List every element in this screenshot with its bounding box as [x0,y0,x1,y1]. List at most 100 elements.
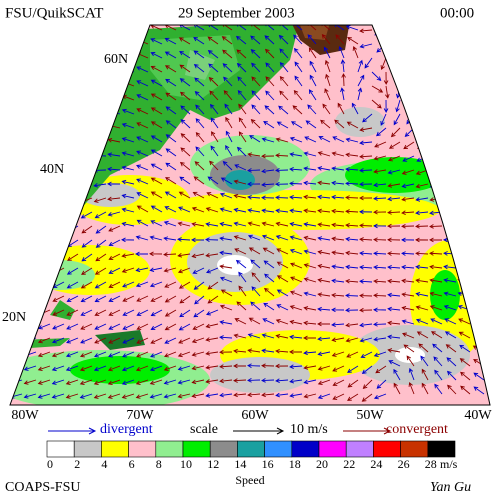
wind-arrow [407,99,415,112]
wind-arrow [79,96,93,101]
wind-arrow [345,322,359,328]
wind-arrow [444,155,457,162]
wind-arrow [163,236,177,241]
wind-arrow [289,319,303,325]
wind-arrow [37,351,51,358]
wind-arrow [107,393,121,399]
wind-arrow [136,122,149,129]
wind-arrow [79,365,93,372]
wind-arrow [303,194,317,200]
wind-arrow [387,306,401,312]
wind-arrow [136,136,149,143]
wind-arrow [247,208,261,213]
wind-arrow [225,145,233,157]
wind-arrow [251,62,261,73]
wind-arrow [136,178,149,185]
wind-arrow [393,382,401,395]
wind-arrow [357,59,364,73]
wind-arrow [238,131,247,143]
wind-arrow [264,35,275,45]
wind-arrow [247,378,261,383]
wind-arrow [10,111,23,117]
wind-arrow [373,393,387,400]
wind-arrow [289,378,303,384]
wind-arrow [191,253,205,259]
wind-arrow [121,66,135,73]
wind-arrow [445,85,457,95]
wind-arrow [331,351,345,357]
wind-arrow [332,365,345,372]
wind-arrow [331,292,345,298]
wind-arrow [262,247,275,255]
wind-arrow [359,43,373,49]
wind-arrow [429,305,443,311]
wind-arrow [150,93,163,101]
wind-arrow [121,253,135,258]
wind-arrow [238,117,247,129]
footer-right: Yan Gu [430,480,471,495]
wind-arrow [373,293,387,298]
wind-arrow [219,349,233,355]
wind-arrow [79,153,93,159]
wind-arrow [275,318,289,325]
wind-arrow [387,334,401,340]
wind-arrow [250,259,261,269]
wind-arrow [346,351,359,358]
wind-arrow [262,318,275,325]
wind-arrow [23,211,37,218]
wind-arrow [471,305,485,311]
wind-arrow [65,96,79,102]
wind-arrow [261,195,275,201]
colorbar-tick-label: 16 [262,457,274,471]
scale-value: 10 m/s [290,422,328,437]
wind-arrow [420,99,429,111]
wind-arrow [51,26,65,31]
wind-arrow [334,119,345,129]
wind-arrow [388,360,401,367]
wind-arrow [419,113,429,124]
wind-arrow [458,127,471,135]
wind-arrow [457,264,471,270]
wind-arrow [443,183,457,189]
wind-arrow [51,97,65,102]
wind-arrow [79,25,93,31]
wind-arrow [460,385,471,395]
wind-arrow [192,267,205,274]
wind-arrow [401,223,415,229]
wind-arrow [247,181,261,187]
wind-arrow [51,140,65,145]
wind-arrow [0,141,8,145]
wind-arrow [65,393,79,399]
wind-arrow [38,323,51,330]
wind-arrow [0,170,8,174]
wind-arrow [337,102,345,115]
wind-arrow [408,381,415,395]
wind-arrow [193,50,205,59]
colorbar-tick-label: 6 [129,457,135,471]
wind-arrow [374,141,387,148]
wind-arrow [345,264,359,270]
wind-arrow [335,34,345,45]
wind-arrow [165,162,177,171]
wind-arrow [207,25,219,31]
wind-arrow [23,225,37,232]
wind-arrow [303,235,317,241]
wind-arrow [177,221,191,227]
wind-arrow [107,95,121,101]
wind-arrow [362,113,373,123]
wind-arrow [108,281,121,288]
wind-arrow [429,291,443,297]
wind-arrow [150,309,163,317]
wind-arrow [395,71,401,85]
wind-arrow [387,155,401,162]
wind-arrow [264,48,275,59]
wind-arrow [347,379,359,388]
wind-arrow [443,169,457,175]
wind-arrow [432,99,443,110]
wind-arrow [303,249,317,255]
wind-arrow [247,348,261,354]
wind-arrow [251,272,261,283]
wind-arrow [421,382,429,395]
wind-arrow [209,160,219,171]
wind-arrow [247,234,261,241]
